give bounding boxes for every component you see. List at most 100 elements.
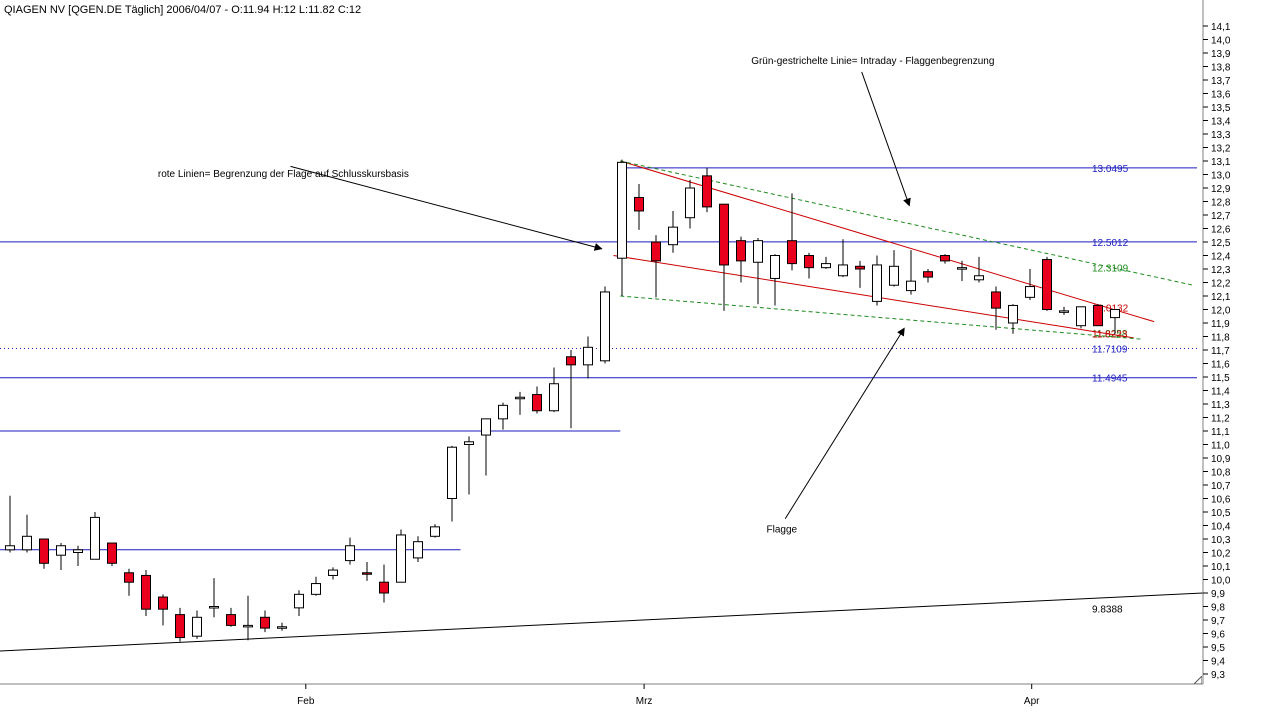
candle xyxy=(158,594,168,626)
y-tick-label: 13,2 xyxy=(1211,144,1231,155)
candle xyxy=(838,239,848,278)
candle-body xyxy=(1042,259,1052,310)
y-tick-label: 12,1 xyxy=(1211,292,1231,303)
candle xyxy=(124,568,134,596)
candle xyxy=(209,578,219,618)
candle-body xyxy=(719,203,729,266)
candle xyxy=(719,203,729,311)
candle-body xyxy=(430,526,440,537)
y-tick-label: 9,4 xyxy=(1211,657,1225,668)
candle-body xyxy=(974,275,984,281)
resize-corner-icon[interactable] xyxy=(1194,676,1202,684)
candle xyxy=(396,529,406,583)
candle-body xyxy=(413,541,423,559)
candle-body xyxy=(668,226,678,246)
candle-body xyxy=(175,614,185,639)
candle xyxy=(532,386,542,414)
candle xyxy=(141,570,151,616)
candle-body xyxy=(821,263,831,269)
candle-body xyxy=(56,545,66,556)
candle-body xyxy=(651,241,661,262)
candle xyxy=(260,610,270,633)
y-tick-label: 10,6 xyxy=(1211,495,1231,506)
candle-body xyxy=(277,626,287,629)
y-tick-label: 10,1 xyxy=(1211,562,1231,573)
annotations-layer: Grün-gestrichelte Linie= Intraday - Flag… xyxy=(158,56,995,535)
candle xyxy=(73,545,83,566)
candle-body xyxy=(906,280,916,292)
y-tick-label: 10,5 xyxy=(1211,508,1231,519)
y-tick-label: 9,3 xyxy=(1211,670,1225,681)
candle xyxy=(430,524,440,538)
candle xyxy=(906,250,916,295)
candle-body xyxy=(447,446,457,500)
candle-body xyxy=(549,383,559,412)
y-tick-label: 10,3 xyxy=(1211,535,1231,546)
candle-body xyxy=(634,196,644,212)
candle-body xyxy=(1025,286,1035,298)
candle xyxy=(498,402,508,430)
x-axis: Feb Mrz Apr xyxy=(0,683,1203,707)
level-label: 12.3109 xyxy=(1092,264,1129,275)
candle xyxy=(175,607,185,642)
candle-body xyxy=(855,265,865,270)
candle-body xyxy=(209,606,219,609)
annotation-text: rote Linien= Begrenzung der Flage auf Sc… xyxy=(158,169,409,180)
candle xyxy=(328,567,338,580)
y-tick-label: 12,2 xyxy=(1211,279,1231,290)
candle xyxy=(481,418,491,476)
candle-body xyxy=(566,356,576,366)
y-tick-label: 11,6 xyxy=(1211,360,1230,371)
candle xyxy=(957,260,967,282)
candle-body xyxy=(583,346,593,366)
candle xyxy=(5,495,15,553)
candle xyxy=(294,590,304,616)
level-label: 11.4945 xyxy=(1092,374,1128,385)
candle-body xyxy=(685,187,695,219)
candle xyxy=(872,255,882,306)
candle-body xyxy=(515,396,525,400)
candle-body xyxy=(345,545,355,562)
candle-body xyxy=(702,175,712,208)
candle xyxy=(787,193,797,271)
y-tick-label: 13,6 xyxy=(1211,90,1231,101)
candle-body xyxy=(362,572,372,575)
candle xyxy=(226,607,236,627)
y-tick-label: 11,4 xyxy=(1211,387,1230,398)
y-tick-label: 12,4 xyxy=(1211,252,1231,263)
candle xyxy=(22,514,32,553)
candle xyxy=(583,336,593,379)
candle-body xyxy=(107,542,117,564)
candle xyxy=(1042,256,1052,311)
candle-body xyxy=(889,265,899,286)
y-tick-label: 14,1 xyxy=(1211,22,1231,33)
candle xyxy=(1076,306,1086,329)
candle xyxy=(311,576,321,596)
y-tick-label: 13,7 xyxy=(1211,76,1231,87)
annotation-arrow xyxy=(290,165,603,251)
y-tick-label: 11,7 xyxy=(1211,346,1230,357)
candle xyxy=(600,286,610,364)
candle-body xyxy=(753,240,763,263)
candle xyxy=(39,538,49,569)
candle xyxy=(974,256,984,283)
candle-body xyxy=(600,291,610,362)
candle-body xyxy=(736,240,746,262)
candle-body xyxy=(991,291,1001,309)
y-tick-label: 11,5 xyxy=(1211,373,1230,384)
x-tick-label: Mrz xyxy=(636,696,653,707)
y-tick-label: 12,7 xyxy=(1211,211,1231,222)
y-tick-label: 13,3 xyxy=(1211,130,1231,141)
candle-body xyxy=(39,538,49,564)
candle xyxy=(1059,306,1069,315)
y-tick-label: 11,0 xyxy=(1211,441,1230,452)
candle-body xyxy=(617,161,627,259)
candle xyxy=(753,237,763,305)
y-tick-label: 9,5 xyxy=(1211,643,1225,654)
candle-body xyxy=(158,596,168,610)
candle xyxy=(651,235,661,298)
candle xyxy=(243,595,253,641)
candle-body xyxy=(260,616,270,629)
